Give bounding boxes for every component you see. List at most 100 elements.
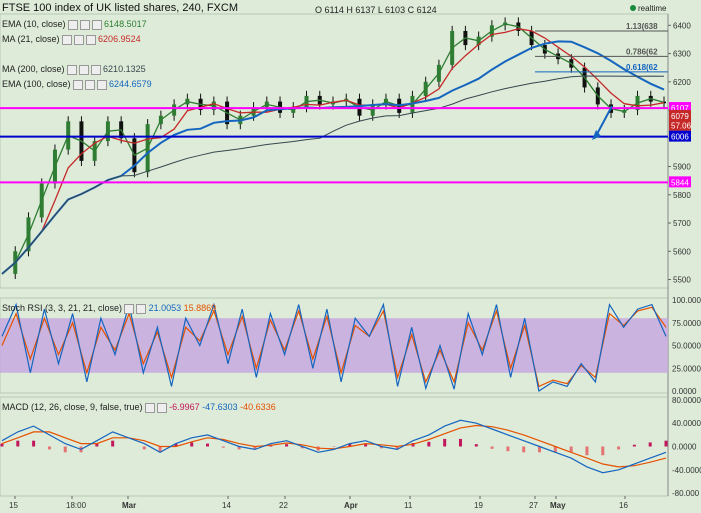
arrow-head xyxy=(592,130,601,140)
y-tick-label: 5500 xyxy=(673,276,691,285)
macd-line xyxy=(1,419,667,474)
macd-hist-bar xyxy=(364,443,368,447)
close-icon[interactable] xyxy=(96,79,107,90)
x-tick-label: 27 xyxy=(529,501,538,510)
macd-hist-bar xyxy=(95,443,99,447)
macd-hist-bar xyxy=(285,444,289,447)
stoch-tick-label: 100.000 xyxy=(672,296,701,305)
macd-hist-bar xyxy=(490,446,494,449)
gear-icon[interactable] xyxy=(79,19,90,30)
gear-icon[interactable] xyxy=(136,303,147,314)
y-tick-label: 5700 xyxy=(673,219,691,228)
macd-hist-bar xyxy=(506,446,510,452)
close-icon[interactable] xyxy=(91,19,102,30)
ma21-legend[interactable]: MA (21, close) 6206.9524 xyxy=(2,34,141,45)
macd-hist-bar xyxy=(63,446,67,453)
stoch-k-line xyxy=(1,302,667,392)
ma200-line xyxy=(1,75,665,275)
macd-tick-label: -40.0000 xyxy=(672,466,701,475)
ema10-legend[interactable]: EMA (10, close) 6148.5017 xyxy=(2,19,147,30)
level-badge xyxy=(669,102,691,114)
macd-hist-bar xyxy=(648,442,652,447)
gear-icon[interactable] xyxy=(84,79,95,90)
y-tick-label: 5600 xyxy=(673,247,691,256)
stoch-tick-label: 25.0000 xyxy=(672,364,701,373)
close-icon[interactable] xyxy=(85,34,96,45)
level-badge-label: 6107 xyxy=(671,104,689,113)
level-badge xyxy=(669,176,691,188)
macd-hist-bar xyxy=(158,446,162,453)
macd-hist-bar xyxy=(253,446,257,450)
ohlc-readout: O 6114 H 6137 L 6103 C 6124 xyxy=(315,5,437,15)
macd-hist-bar xyxy=(0,443,4,447)
realtime-indicator: realtime xyxy=(630,4,666,13)
x-tick-label: 16 xyxy=(619,501,628,510)
macd-hist-bar xyxy=(601,446,605,456)
macd-hist-bar xyxy=(443,438,447,447)
status-dot-icon xyxy=(630,5,636,11)
level-badge-label: 5844 xyxy=(671,178,689,187)
eye-icon[interactable] xyxy=(61,34,72,45)
stoch-legend[interactable]: Stoch RSI (3, 3, 21, 21, close) 21.0053 … xyxy=(2,303,217,314)
gear-icon[interactable] xyxy=(73,34,84,45)
close-icon[interactable] xyxy=(90,64,101,75)
fib-label: 0.786(62 xyxy=(626,47,658,56)
stoch-tick-label: 75.0000 xyxy=(672,319,701,328)
eye-icon[interactable] xyxy=(144,402,155,413)
fib-label: 1.13(638 xyxy=(626,22,658,31)
gear-icon[interactable] xyxy=(78,64,89,75)
macd-hist-bar xyxy=(332,446,336,448)
macd-hist-bar xyxy=(16,440,20,447)
macd-hist-bar xyxy=(664,440,668,447)
ma200-legend[interactable]: MA (200, close) 6210.1325 xyxy=(2,64,146,75)
x-tick-label: 19 xyxy=(474,501,483,510)
level-badge-label: 6006 xyxy=(671,133,689,142)
macd-legend[interactable]: MACD (12, 26, close, 9, false, true) -6.… xyxy=(2,402,276,413)
eye-icon[interactable] xyxy=(72,79,83,90)
x-tick-label: 11 xyxy=(404,501,413,510)
macd-hist-bar xyxy=(617,446,621,450)
macd-hist-bar xyxy=(111,440,115,447)
arrow-annotation xyxy=(595,105,613,137)
x-tick-label: 22 xyxy=(279,501,288,510)
y-tick-label: 5900 xyxy=(673,163,691,172)
macd-hist-bar xyxy=(458,438,462,447)
ema100-line xyxy=(1,40,665,275)
macd-hist-bar xyxy=(553,446,557,453)
macd-hist-bar xyxy=(206,443,210,447)
price-badge-label: 57.06 xyxy=(671,122,692,131)
x-tick-label: Mar xyxy=(122,501,136,510)
y-tick-label: 6400 xyxy=(673,21,691,30)
macd-hist-bar xyxy=(632,444,636,447)
macd-hist-bar xyxy=(538,446,542,453)
x-tick-label: May xyxy=(550,501,566,510)
eye-icon[interactable] xyxy=(67,19,78,30)
ema10-line xyxy=(1,23,665,275)
macd-hist-bar xyxy=(427,441,431,447)
macd-hist-bar xyxy=(190,442,194,447)
macd-hist-bar xyxy=(32,440,36,447)
gear-icon[interactable] xyxy=(156,402,167,413)
macd-tick-label: 0.0000 xyxy=(672,443,697,452)
macd-signal-line xyxy=(1,424,667,468)
stoch-tick-label: 0.0000 xyxy=(672,387,697,396)
macd-hist-bar xyxy=(585,446,589,456)
macd-hist-bar xyxy=(174,443,178,447)
x-tick-label: 15 xyxy=(9,501,18,510)
eye-icon[interactable] xyxy=(66,64,77,75)
y-tick-label: 6300 xyxy=(673,50,691,59)
y-tick-label: 5800 xyxy=(673,191,691,200)
macd-hist-bar xyxy=(379,446,383,449)
fib-label: 0.618(62 xyxy=(626,63,658,72)
macd-hist-bar xyxy=(221,446,225,448)
macd-tick-label: 40.0000 xyxy=(672,419,701,428)
eye-icon[interactable] xyxy=(124,303,135,314)
macd-hist-bar xyxy=(300,446,304,449)
macd-hist-bar xyxy=(47,446,51,450)
ema100-legend[interactable]: EMA (100, close) 6244.6579 xyxy=(2,79,152,90)
chart-title: FTSE 100 index of UK listed shares, 240,… xyxy=(2,2,238,14)
level-badge xyxy=(669,130,691,142)
macd-hist-bar xyxy=(348,443,352,447)
price-badge-label: 6079 xyxy=(671,112,689,121)
